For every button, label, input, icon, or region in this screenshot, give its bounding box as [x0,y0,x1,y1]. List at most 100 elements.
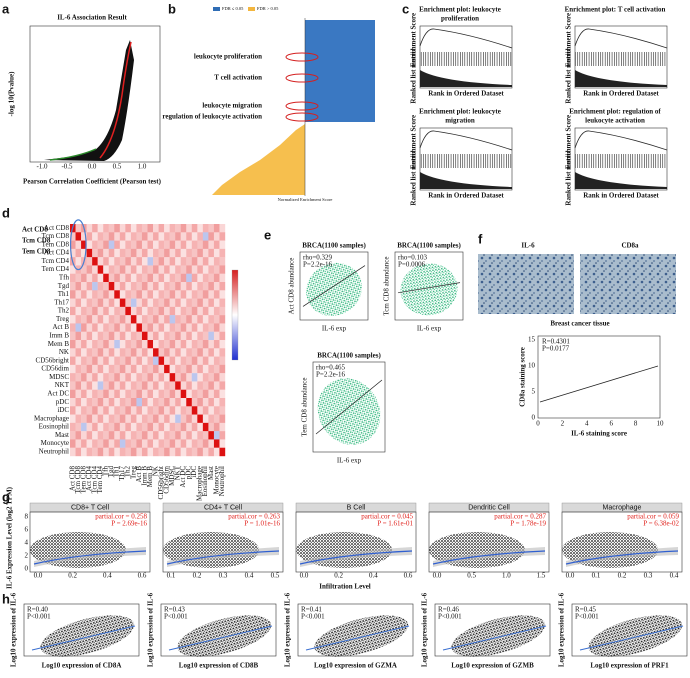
row-label: Tfh [59,273,70,281]
heat-cell [92,431,98,440]
x-tick-label: 1.5 [537,572,546,580]
heat-cell [213,298,220,308]
heat-cell [164,257,170,266]
heat-cell [180,398,187,407]
heat-cell [119,240,126,250]
heat-cell [197,373,204,382]
heat-cell [213,373,220,382]
heat-cell [130,315,137,324]
heat-cell [75,431,82,440]
heat-cell [75,257,82,266]
heat-cell [136,257,143,266]
col-label: CD56dim [162,465,170,493]
heat-cell [202,240,209,250]
heat-cell [147,389,154,399]
heat-cell [153,315,159,324]
col-label: Macrophage [196,466,204,501]
heat-cell [119,373,126,382]
x-tick-label: 0.3 [644,572,653,580]
hit-barcode [575,52,667,66]
heat-cell [108,356,115,366]
plot-frame [571,603,688,657]
heat-cell [164,248,170,258]
heat-cell [70,298,76,308]
heat-cell [119,282,126,291]
plot-frame [160,603,277,657]
heat-cell [108,265,115,274]
heat-cell [197,306,204,316]
heat-cell [169,257,176,266]
heat-cell [213,389,220,399]
heat-cell [86,414,93,424]
row-label: Mast [55,431,69,439]
heat-cell [169,381,176,390]
heat-cell [186,273,192,283]
heat-cell [130,248,137,258]
heat-cell [97,323,104,332]
heat-cell [141,356,148,366]
heat-cell [213,364,220,374]
y-axis-label: Enrichment Score [565,13,573,67]
heat-cell [141,232,148,241]
heat-cell [147,439,154,448]
heat-cell [197,282,204,291]
highlight-label: leukocyte migration [202,102,262,110]
heat-cell [158,257,165,266]
heat-cell [103,431,109,440]
x-tick-label: 10 [657,420,665,428]
heat-cell [175,323,181,332]
heat-cell [219,406,226,415]
heat-cell [158,447,165,457]
heat-cell [119,439,126,448]
row-label: MDSC [49,373,69,381]
heat-cell [92,290,98,299]
heat-cell [219,381,226,390]
heat-cell [153,389,159,399]
heat-cell [191,373,198,382]
heat-cell [169,447,176,457]
col-label: Th17 [118,466,126,481]
heat-cell [136,340,143,349]
heat-cell [147,232,154,241]
heat-cell [75,373,82,382]
row-label: Act CD4 [44,249,70,257]
x-axis-label: Rank in Ordered Dataset [583,192,659,200]
heat-cell [175,439,181,448]
heat-cell [97,373,104,382]
heat-cell [119,340,126,349]
heat-cell [114,348,121,357]
x-tick-label: 0.5 [467,572,476,580]
heat-cell [103,373,109,382]
heat-cell [180,306,187,316]
row-label: Tgd [58,282,70,290]
heat-cell [103,381,109,390]
heat-cell [125,389,132,399]
panel-label: e [264,227,271,242]
heat-cell [108,364,115,374]
heat-cell [114,422,121,432]
heat-cell [92,232,98,241]
heat-cell [108,389,115,399]
heat-cell [164,232,170,241]
heat-cell [191,381,198,390]
heat-cell [219,373,226,382]
heat-cell [175,406,181,415]
heat-cell [153,439,159,448]
heat-cell [81,381,87,390]
heat-cell [86,240,93,250]
x-tick-label: 8 [634,420,638,428]
heat-cell [191,257,198,266]
heat-cell [70,447,76,457]
x-axis-label: Infiltration Level [319,583,371,591]
heat-cell [186,315,192,324]
heat-cell [158,422,165,432]
heat-cell [147,340,154,349]
heat-cell [141,265,148,274]
heat-cell [147,257,154,266]
heat-cell [202,306,209,316]
heat-cell [70,398,76,407]
heat-cell [125,356,132,366]
heat-cell [197,381,204,390]
y-axis-label: -log 10(Pvalue) [8,71,16,117]
heat-cell [141,381,148,390]
